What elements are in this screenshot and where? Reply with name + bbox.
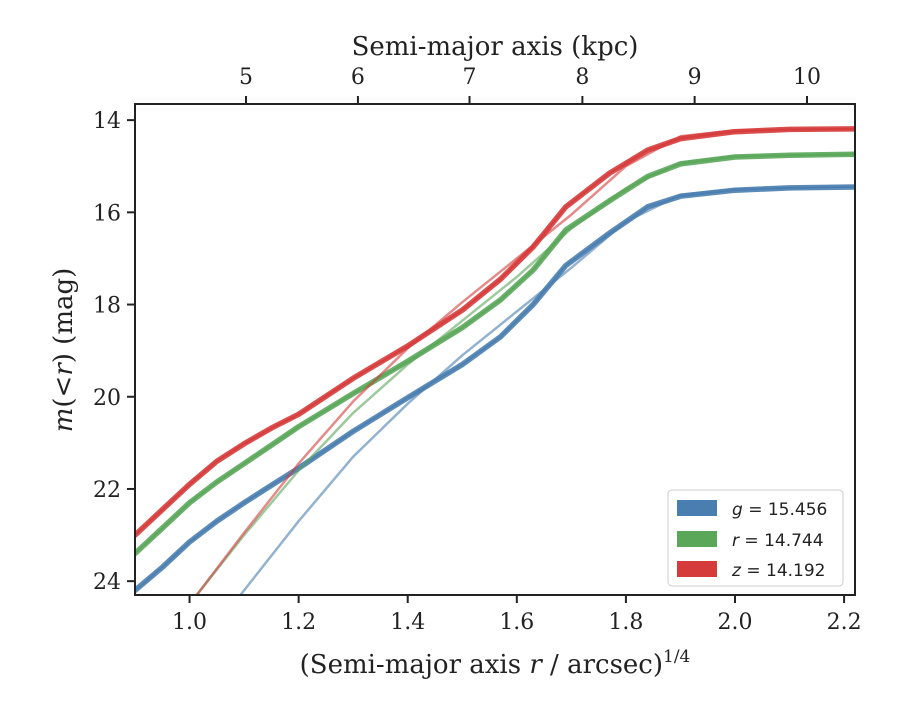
plot-frame bbox=[134, 103, 856, 596]
x-tick-label: 1.0 bbox=[172, 610, 207, 635]
top-tick-label: 10 bbox=[793, 65, 821, 90]
x-axis-label: (Semi-major axis r / arcsec)1/4 bbox=[300, 647, 691, 680]
y-axis-label: m(<r) (mag) bbox=[49, 268, 79, 433]
y-tick-label: 16 bbox=[93, 201, 121, 226]
x-tick-label: 1.8 bbox=[608, 610, 643, 635]
top-axis-label: Semi-major axis (kpc) bbox=[352, 32, 639, 62]
legend-swatch-z bbox=[677, 561, 717, 577]
legend-label-z: z = 14.192 bbox=[731, 561, 825, 581]
y-tick-label: 24 bbox=[93, 570, 121, 595]
legend-label-g: g = 15.456 bbox=[732, 500, 827, 520]
x-tick-label: 2.2 bbox=[827, 610, 862, 635]
series-core-z bbox=[135, 128, 855, 536]
y-tick-label: 18 bbox=[93, 294, 121, 319]
top-tick-label: 9 bbox=[688, 65, 702, 90]
top-tick-label: 7 bbox=[463, 65, 477, 90]
legend: g = 15.456 r = 14.744 z = 14.192 bbox=[667, 489, 844, 587]
series-layer bbox=[135, 126, 855, 595]
x-tick-label: 1.2 bbox=[281, 610, 316, 635]
y-tick-label: 22 bbox=[93, 478, 121, 503]
legend-swatch-r bbox=[677, 531, 717, 547]
x-tick-label: 1.6 bbox=[499, 610, 534, 635]
y-tick-label: 14 bbox=[93, 109, 121, 134]
top-tick-label: 8 bbox=[575, 65, 589, 90]
legend-label-r: r = 14.744 bbox=[732, 531, 824, 551]
series-core-r bbox=[135, 153, 855, 555]
series-core-g bbox=[135, 186, 855, 591]
x-tick-label: 1.4 bbox=[390, 610, 425, 635]
axis-layer: 1.0 1.2 1.4 1.6 1.8 2.0 2.2 14 16 18 20 22 24 5 6 7 8 9 10 bbox=[93, 65, 862, 635]
top-tick-label: 6 bbox=[351, 65, 365, 90]
y-tick-label: 20 bbox=[93, 386, 121, 411]
top-tick-label: 5 bbox=[239, 65, 253, 90]
legend-swatch-g bbox=[677, 500, 717, 516]
x-tick-label: 2.0 bbox=[718, 610, 753, 635]
